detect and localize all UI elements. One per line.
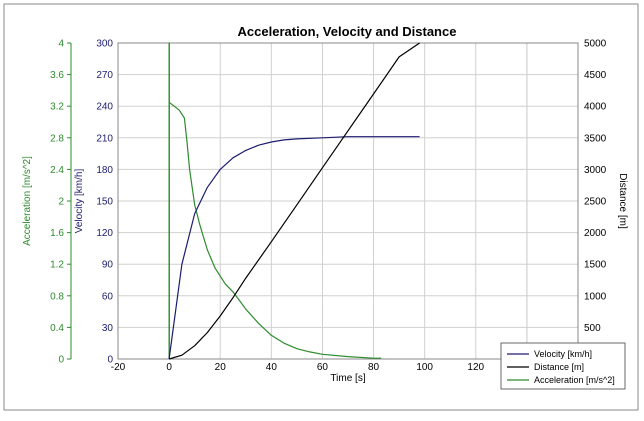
series-line-velocity [168,136,420,360]
distance-axis-label: Distance [m] [617,173,628,229]
distance-tick-label: 5000 [584,39,607,50]
acceleration-tick-label: 2.4 [50,165,64,176]
grid [117,42,579,360]
velocity-tick-label: 180 [96,165,113,176]
chart-title: Acceleration, Velocity and Distance [238,24,457,39]
x-tick-label: 80 [368,362,380,373]
velocity-tick-label: 150 [96,197,113,208]
velocity-tick-label: 210 [96,133,113,144]
distance-tick-label: 1500 [584,260,607,271]
velocity-tick-label: 0 [107,355,113,366]
x-tick-label: -20 [111,362,126,373]
x-tick-label: 60 [317,362,329,373]
x-tick-label: 40 [266,362,278,373]
legend-box [500,342,626,390]
acceleration-tick-label: 3.6 [50,70,64,81]
plot-frame [117,42,579,360]
acceleration-tick-label: 4 [58,39,64,50]
x-axis-label: Time [s] [330,373,365,384]
axes: -200204060801001201400306090120150180210… [22,39,628,374]
legend-label: Velocity [km/h] [534,349,592,359]
x-tick-label: 0 [166,362,172,373]
acceleration-tick-label: 2 [58,197,64,208]
acceleration-tick-label: 0 [58,355,64,366]
acceleration-axis-label: Acceleration [m/s^2] [22,156,33,246]
velocity-tick-label: 30 [102,323,114,334]
x-tick-label: 20 [215,362,227,373]
series-group [168,42,420,360]
acceleration-tick-label: 3.2 [50,102,64,113]
acceleration-tick-label: 0.4 [50,323,64,334]
distance-tick-label: 3500 [584,133,607,144]
velocity-tick-label: 300 [96,39,113,50]
x-tick-label: 100 [416,362,433,373]
distance-tick-label: 2500 [584,197,607,208]
velocity-tick-label: 240 [96,102,113,113]
acceleration-tick-label: 0.8 [50,291,64,302]
legend-label: Distance [m] [534,362,584,372]
series-line-distance [168,42,420,360]
distance-tick-label: 3000 [584,165,607,176]
distance-tick-label: 1000 [584,291,607,302]
velocity-tick-label: 90 [102,260,114,271]
distance-tick-label: 2000 [584,228,607,239]
distance-tick-label: 500 [584,323,601,334]
acceleration-tick-label: 1.6 [50,228,64,239]
distance-tick-label: 4500 [584,70,607,81]
legend-label: Acceleration [m/s^2] [534,375,615,385]
distance-tick-label: 4000 [584,102,607,113]
x-tick-label: 120 [467,362,484,373]
velocity-tick-label: 270 [96,70,113,81]
velocity-tick-label: 120 [96,228,113,239]
series-line-acceleration [168,42,382,359]
acceleration-tick-label: 1.2 [50,260,64,271]
velocity-tick-label: 60 [102,291,114,302]
velocity-axis-label: Velocity [km/h] [74,169,85,234]
legend: Velocity [km/h] Distance [m] Acceleration … [500,342,626,390]
acceleration-tick-label: 2.8 [50,133,64,144]
